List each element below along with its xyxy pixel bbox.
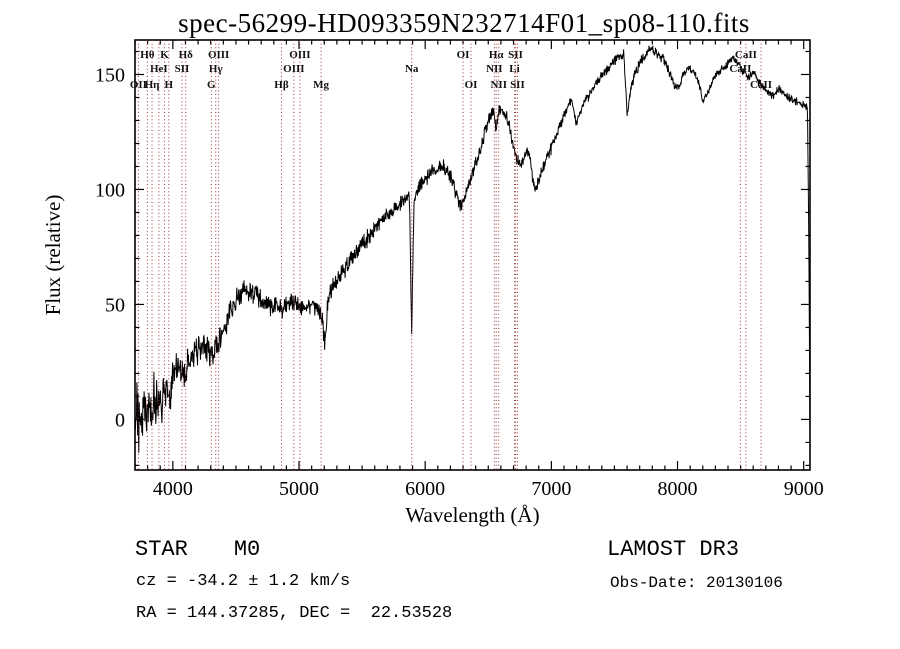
line-marker-label: OI [457, 49, 470, 61]
line-marker-label: CaII [750, 79, 772, 91]
line-marker-label: Li [509, 63, 519, 75]
survey-label: LAMOST DR3 [607, 537, 740, 562]
line-marker-label: Hγ [209, 63, 223, 75]
radial-velocity-label: cz = -34.2 ± 1.2 km/s [136, 572, 351, 591]
spectrum-trace [135, 45, 810, 453]
line-marker-label: Hθ [140, 49, 155, 61]
line-marker-label: NII [486, 63, 503, 75]
line-marker-label: Na [405, 63, 419, 75]
line-marker-label: K [160, 49, 169, 61]
line-marker-label: H [165, 79, 174, 91]
plot-frame [134, 39, 811, 471]
object-type-label: STAR [135, 537, 188, 562]
line-marker-label: OIII [283, 63, 304, 75]
line-marker-label: SII [508, 49, 523, 61]
svg-text:6000: 6000 [405, 478, 445, 500]
svg-text:4000: 4000 [153, 478, 193, 500]
object-classification: STAR M0 [135, 537, 260, 562]
coordinates-label: RA = 144.37285, DEC = 22.53528 [136, 604, 453, 623]
svg-text:8000: 8000 [658, 478, 698, 500]
obs-date-label: Obs-Date: 20130106 [610, 574, 783, 592]
line-marker-label: SII [175, 63, 190, 75]
svg-text:100: 100 [95, 179, 125, 201]
line-marker-label: OII [130, 79, 147, 91]
line-marker-label: CaII [729, 63, 751, 75]
svg-text:9000: 9000 [784, 478, 824, 500]
line-marker-label: Hδ [179, 49, 194, 61]
svg-text:7000: 7000 [531, 478, 571, 500]
line-marker-label: CaII [735, 49, 757, 61]
line-marker-label: OI [465, 79, 478, 91]
line-marker-label: OIII [208, 49, 229, 61]
line-marker-label: SII [510, 79, 525, 91]
svg-text:0: 0 [115, 409, 125, 431]
line-marker-label: NII [490, 79, 507, 91]
svg-text:50: 50 [105, 294, 125, 316]
line-marker-label: OIII [289, 49, 310, 61]
line-marker-label: Hα [489, 49, 505, 61]
line-marker-label: Hβ [274, 79, 289, 91]
svg-text:150: 150 [95, 64, 125, 86]
svg-text:5000: 5000 [279, 478, 319, 500]
axis-ticks [134, 40, 810, 470]
plot-title: spec-56299-HD093359N232714F01_sp08-110.f… [178, 8, 750, 38]
x-axis-label: Wavelength (Å) [405, 503, 539, 527]
line-marker-label: G [207, 79, 216, 91]
line-marker-label: Mg [313, 79, 329, 91]
line-marker-label: Hη [145, 79, 160, 91]
y-axis-label: Flux (relative) [41, 195, 65, 316]
tick-labels: 4000 5000 6000 7000 8000 9000 0 50 100 150 [95, 64, 824, 500]
line-marker-label: HeI [150, 63, 168, 75]
object-subclass-label: M0 [233, 537, 261, 562]
